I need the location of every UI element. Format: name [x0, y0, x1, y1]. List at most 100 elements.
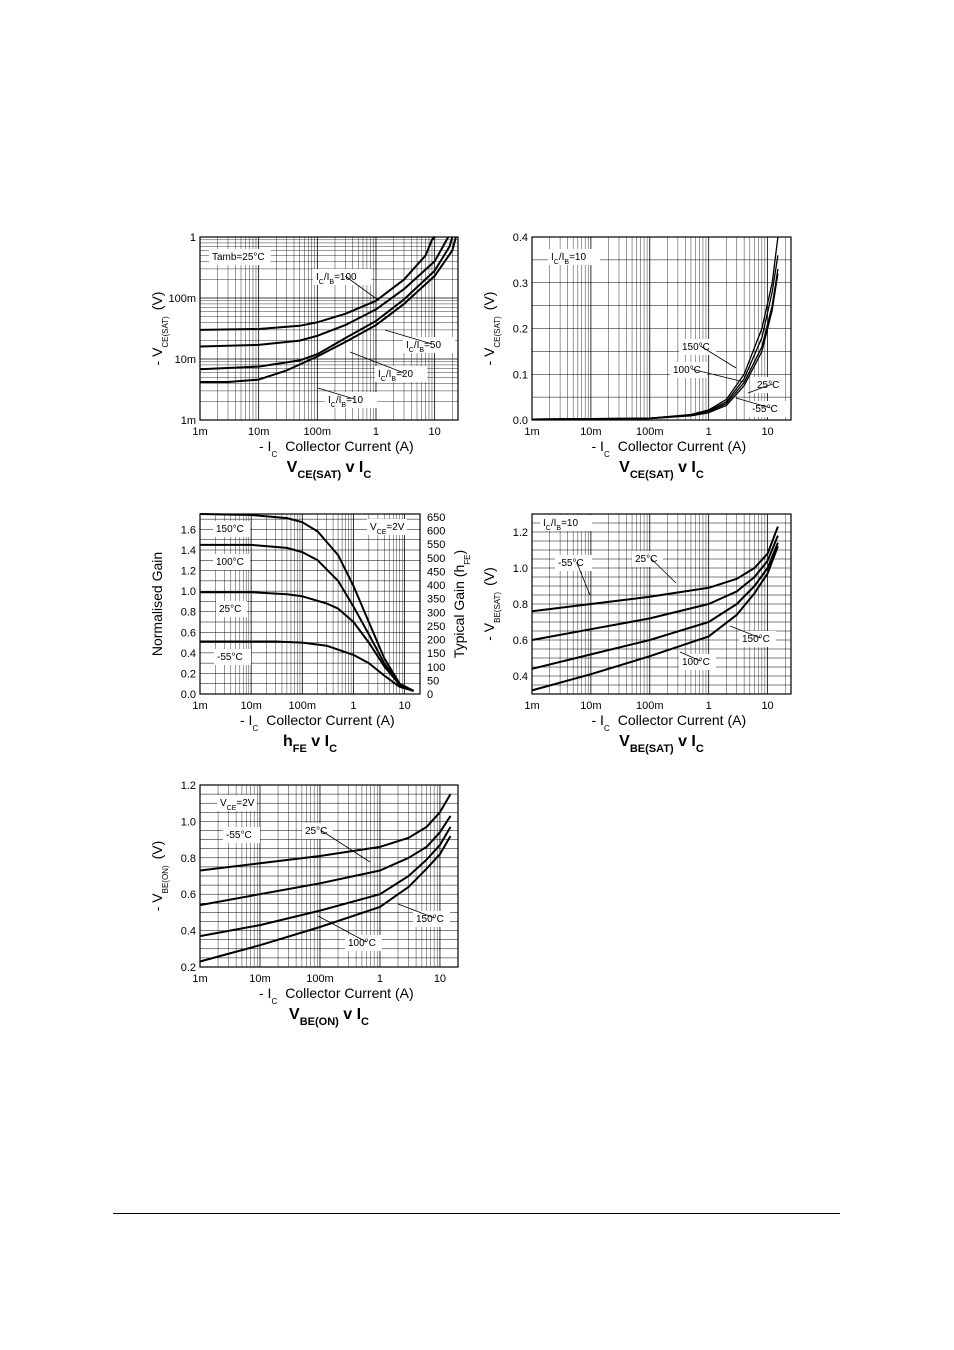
series-line — [200, 591, 415, 692]
series-line — [199, 815, 452, 907]
footer-rule — [113, 1213, 840, 1214]
label-backdrop — [555, 555, 592, 571]
series-line — [199, 835, 452, 963]
y-tick-label: 0.4 — [513, 671, 528, 683]
leader-line — [747, 383, 773, 394]
leader-line — [729, 625, 761, 639]
condition-label: VCE=2V — [370, 522, 405, 536]
series-line — [531, 526, 779, 613]
y2-tick-label: 650 — [427, 512, 445, 524]
y-axis-label-text: Normalised Gain — [149, 552, 165, 656]
x-tick-label: 1 — [706, 700, 712, 712]
label-backdrop — [540, 515, 593, 531]
chart-title: VBE(SAT) v IC — [619, 733, 704, 755]
annotations: VCE=2V -55°C 25°C 100°C 150°C — [217, 795, 450, 951]
y-tick-label: 1 — [190, 232, 196, 244]
x-axis-label: - ICCollector Current (A) — [592, 712, 747, 733]
y-tick-label: 0.2 — [181, 962, 196, 974]
chart-vbeon: 1m 10m 100m 1 10 0.2 0.4 0.6 0.8 1.0 1.2 VCE=2V -55°… — [149, 780, 459, 1028]
x-tick-label: 100m — [636, 426, 664, 438]
leader-line — [679, 651, 701, 662]
series-line — [531, 268, 779, 420]
series-label: -55°C — [752, 404, 778, 415]
series-label: 100°C — [673, 365, 701, 376]
x-tick-label: 10m — [580, 700, 601, 712]
series-line — [531, 542, 779, 670]
y-tick-label: 0.3 — [513, 278, 528, 290]
x-axis-label: - ICCollector Current (A) — [259, 438, 414, 459]
leader-line — [320, 829, 371, 863]
series-label: 25°C — [635, 554, 657, 565]
series-label: -55°C — [558, 558, 584, 569]
x-tick-label: 10 — [398, 700, 410, 712]
y2-tick-label: 250 — [427, 621, 445, 633]
y-axis-label: - VBE(SAT)(V) — [481, 567, 502, 641]
x-tick-label: 10 — [429, 426, 441, 438]
condition-label: VCE=2V — [220, 798, 255, 812]
label-backdrop — [223, 827, 260, 843]
chart-vbesat: 1m 10m 100m 1 10 0.4 0.6 0.8 1.0 1.2 IC/IB=10 -55°C… — [481, 513, 792, 755]
plot-frame — [199, 784, 459, 968]
y-axis-label: - VCE(SAT)(V) — [481, 292, 502, 366]
y-axis-label: - VBE(ON)(V) — [149, 841, 170, 912]
y-axis-label-text: - VCE(SAT)(V) — [481, 292, 502, 366]
x-tick-label: 10 — [761, 700, 773, 712]
x-tick-label: 1m — [524, 426, 539, 438]
y-tick-label: 10m — [175, 354, 196, 366]
x-axis-label: - ICCollector Current (A) — [592, 438, 747, 459]
y2-tick-label: 300 — [427, 607, 445, 619]
y-tick-label: 0.6 — [181, 889, 196, 901]
chart-vcesat_ratio: 1m 10m 100m 1 10 1m 10m 100m 1 Tamb=25°C IC/IB=100… — [149, 232, 459, 481]
series-label: 100°C — [216, 557, 244, 568]
label-backdrop — [749, 401, 786, 417]
chart-vcesat_temp: 1m 10m 100m 1 10 0.0 0.1 0.2 0.3 0.4 IC/IB=10 150°C… — [481, 232, 792, 481]
grid — [531, 513, 791, 695]
series-line — [199, 236, 436, 331]
label-backdrop — [209, 249, 271, 265]
label-backdrop — [403, 337, 456, 353]
x-tick-label: 1m — [192, 700, 207, 712]
y-tick-label: 0.2 — [181, 668, 196, 680]
y2-tick-label: 450 — [427, 566, 445, 578]
series-line — [199, 236, 454, 371]
y2-tick-label: 550 — [427, 539, 445, 551]
leader-line — [691, 368, 745, 383]
y2-tick-label: 100 — [427, 662, 445, 674]
series-label: 150°C — [682, 342, 710, 353]
series-label: 25°C — [219, 604, 241, 615]
series-line — [200, 640, 414, 692]
leader-line — [349, 351, 405, 374]
x-tick-label: 1m — [192, 973, 207, 985]
label-backdrop — [302, 823, 333, 839]
x-tick-label: 100m — [304, 426, 332, 438]
label-backdrop — [213, 521, 250, 537]
label-backdrop — [739, 631, 776, 647]
annotations: IC/IB=10 -55°C 25°C 100°C 150°C — [540, 515, 776, 670]
label-backdrop — [345, 935, 382, 951]
x-axis-label: - ICCollector Current (A) — [259, 985, 414, 1006]
x-tick-label: 10m — [248, 426, 269, 438]
x-tick-label: 1 — [350, 700, 356, 712]
label-backdrop — [413, 911, 450, 927]
y-tick-label: 0.6 — [181, 627, 196, 639]
y-axis-label-text: - VCE(SAT)(V) — [149, 292, 170, 366]
y2-axis-label: Typical Gain (hFE) — [451, 550, 472, 658]
x-tick-label: 1 — [706, 426, 712, 438]
y-tick-label: 0.1 — [513, 369, 528, 381]
label-backdrop — [670, 362, 707, 378]
series-label: 100°C — [682, 657, 710, 668]
label-backdrop — [213, 554, 250, 570]
series-line — [531, 273, 779, 420]
label-backdrop — [216, 601, 247, 617]
y-tick-label: 0.4 — [513, 232, 528, 244]
label-backdrop — [313, 269, 372, 285]
plot-frame — [531, 513, 792, 695]
y2-tick-label: 150 — [427, 648, 445, 660]
y2-tick-label: 400 — [427, 580, 445, 592]
series-line — [531, 546, 779, 692]
y-tick-label: 0.8 — [181, 853, 196, 865]
series-label: 150°C — [742, 634, 770, 645]
series-line — [199, 826, 452, 938]
series-line — [531, 535, 779, 641]
